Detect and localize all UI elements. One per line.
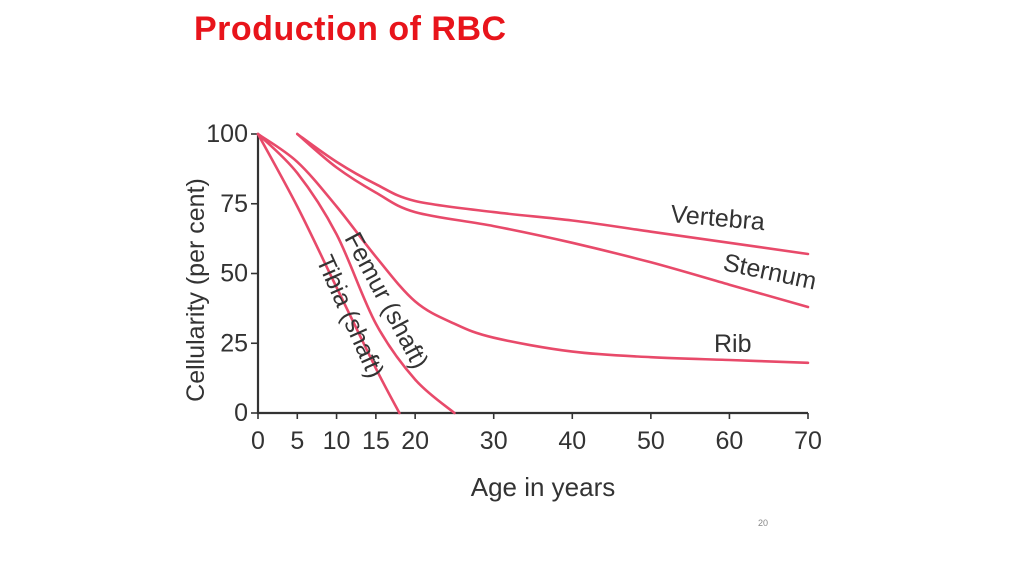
x-axis-label: Age in years (471, 472, 616, 502)
x-tick-label: 30 (480, 427, 508, 455)
y-tick-label: 0 (234, 399, 248, 427)
slide-number: 20 (758, 518, 769, 528)
x-tick-label: 60 (716, 427, 744, 455)
x-tick-label: 15 (362, 427, 390, 455)
slide-title: Production of RBC (194, 10, 507, 48)
x-tick-label: 5 (290, 427, 304, 455)
series-label-sternum: Sternum (721, 248, 819, 295)
x-tick-label: 0 (251, 427, 265, 455)
x-tick-label: 70 (794, 427, 822, 455)
series-line-tibia-shaft (256, 132, 401, 415)
x-tick-label: 20 (401, 427, 429, 455)
y-tick-label: 25 (220, 329, 248, 357)
series-label-rib: Rib (714, 330, 752, 358)
y-tick-label: 100 (206, 120, 248, 148)
x-tick-label: 10 (323, 427, 351, 455)
chart-series (256, 132, 810, 415)
series-line-vertebra (296, 132, 810, 256)
series-line-femur-shaft (256, 132, 456, 415)
x-tick-label: 50 (637, 427, 665, 455)
y-tick-label: 75 (220, 190, 248, 218)
series-line-rib (256, 132, 810, 365)
x-tick-label: 40 (558, 427, 586, 455)
series-line-sternum (296, 132, 810, 309)
y-tick-label: 50 (220, 260, 248, 288)
y-axis-label: Cellularity (per cent) (182, 178, 210, 402)
series-label-vertebra: Vertebra (669, 200, 766, 236)
